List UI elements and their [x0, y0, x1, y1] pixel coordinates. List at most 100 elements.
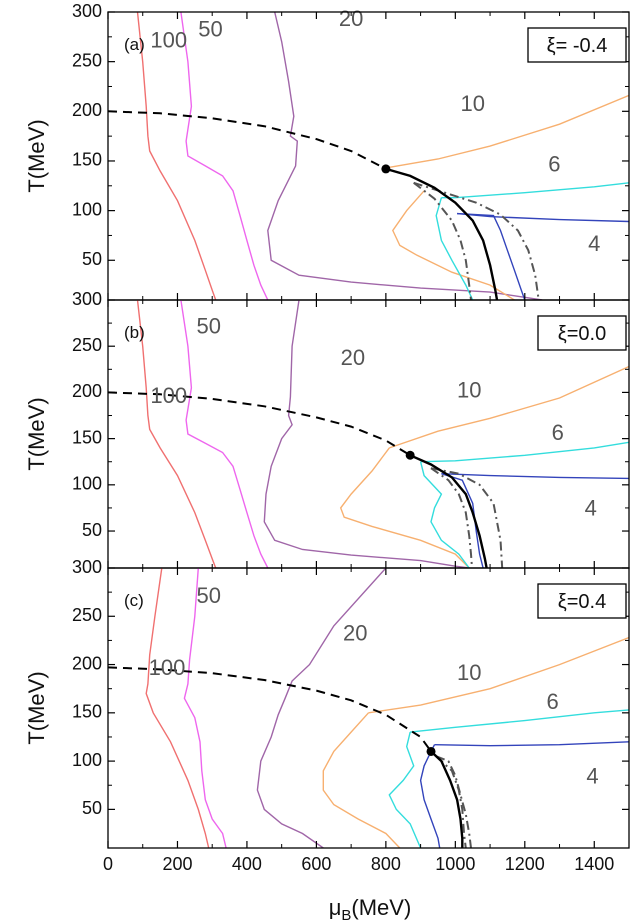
x-tick-label: 200: [162, 854, 192, 874]
isentrope-label-10-c: 10: [457, 660, 481, 685]
isentrope-4-branch-c: [419, 744, 441, 848]
isentrope-label-50-c: 50: [196, 583, 220, 608]
isentrope-label-6-b: 6: [552, 420, 564, 445]
x-tick-label: 0: [103, 854, 113, 874]
crossover-line-a: [108, 110, 387, 170]
plot-area-c: [108, 568, 629, 848]
x-tick-label: 1400: [574, 854, 614, 874]
isentrope-label-20-c: 20: [343, 620, 367, 645]
y-tick-label-a: 150: [72, 150, 102, 170]
isentrope-6-c: [410, 709, 629, 733]
y-tick-label-c: 150: [72, 702, 102, 722]
isentrope-10-branch-a: [391, 190, 515, 300]
panel-letter-b: (b): [124, 323, 145, 342]
isentrope-4-c: [434, 741, 629, 747]
isentrope-20-a: [267, 12, 543, 300]
isentrope-label-6-c: 6: [546, 689, 558, 714]
panel-c: 100 50 20 10 6 4 50 100 150 200 250 300 (c) ξ=0.4: [72, 557, 630, 849]
isentrope-label-20-b: 20: [341, 345, 365, 370]
isentrope-100-c: [145, 568, 210, 848]
isentrope-label-20-a: 20: [339, 6, 363, 31]
x-axis-title-base: μ: [329, 895, 342, 920]
isentrope-4-b: [441, 473, 629, 480]
isentrope-label-10-a: 10: [460, 91, 484, 116]
y-tick-label-a: 200: [72, 100, 102, 120]
crossover-line-b: [108, 391, 411, 457]
first-order-line-b: [409, 454, 488, 568]
isentrope-10-branch-c: [322, 712, 401, 848]
panel-letter-a: (a): [124, 35, 145, 54]
y-axis-title-a: T(MeV): [24, 119, 49, 192]
y-tick-label-a: 300: [72, 1, 102, 21]
spinodal-line-1-c: [435, 755, 467, 848]
first-order-line-c: [430, 750, 464, 848]
y-tick-label-a: 100: [72, 199, 102, 219]
x-tick-label: 800: [371, 854, 401, 874]
isentrope-100-a: [136, 12, 217, 300]
isentrope-label-6-a: 6: [548, 152, 560, 177]
y-tick-label-b: 200: [72, 381, 102, 401]
critical-point-a: [381, 164, 391, 174]
y-tick-label-b: 150: [72, 427, 102, 447]
isentrope-10-a: [385, 94, 629, 169]
y-tick-label-b: 100: [72, 474, 102, 494]
crossover-line-c: [108, 666, 432, 752]
isentrope-10-branch-b: [339, 447, 470, 568]
plot-area-b: [108, 300, 629, 568]
isentrope-50-a: [180, 12, 269, 300]
spinodal-line-1-b: [430, 467, 473, 568]
isentrope-10-b: [389, 365, 629, 449]
isentrope-10-c: [368, 636, 629, 714]
critical-point-b: [405, 450, 415, 460]
x-axis-title-unit: (MeV): [351, 895, 411, 920]
y-axis-title-b: T(MeV): [24, 397, 49, 470]
y-tick-label-b: 300: [72, 289, 102, 309]
panel-a: 100 50 20 10 6 4 50 100 150 200 250 300 (a) ξ= -0.4: [72, 1, 630, 301]
plot-area-a: [108, 12, 629, 300]
critical-point-c: [426, 746, 436, 756]
panel-letter-c: (c): [124, 591, 144, 610]
y-tick-label-c: 50: [82, 798, 102, 818]
isentrope-6-branch-c: [388, 731, 422, 848]
isentrope-label-50-a: 50: [198, 17, 222, 42]
spinodal-line-1-a: [413, 182, 472, 300]
xi-label-c: ξ=0.4: [558, 591, 606, 613]
xi-box-a: [527, 27, 627, 63]
first-order-line-a: [385, 167, 499, 300]
y-tick-label-c: 250: [72, 605, 102, 625]
isentrope-6-branch-b: [419, 461, 470, 568]
isentrope-label-100-a: 100: [150, 28, 187, 53]
isentrope-100-b: [136, 300, 217, 568]
isentrope-20-c: [256, 568, 387, 848]
x-tick-label: 1000: [435, 854, 475, 874]
isentrope-50-c: [183, 568, 227, 848]
x-tick-label: 600: [301, 854, 331, 874]
xi-box-c: [537, 583, 627, 619]
isentrope-6-a: [441, 182, 629, 199]
xi-label-b: ξ=0.0: [558, 323, 606, 345]
x-tick-label: 1200: [505, 854, 545, 874]
panel-frame-c: [107, 567, 630, 849]
xi-label-a: ξ= -0.4: [547, 35, 608, 57]
isentrope-label-100-c: 100: [149, 655, 186, 680]
spinodal-line-2-c: [435, 755, 472, 848]
y-tick-label-c: 200: [72, 653, 102, 673]
y-axis-title-c: T(MeV): [24, 671, 49, 744]
isentrope-label-4-a: 4: [588, 231, 600, 256]
x-axis-title-sub: B: [341, 907, 351, 923]
isentrope-label-50-b: 50: [196, 314, 220, 339]
isentrope-4-branch-a: [457, 212, 526, 300]
isentrope-label-4-c: 4: [586, 763, 598, 788]
x-axis-title: μB(MeV): [329, 895, 412, 923]
isentrope-6-b: [420, 441, 629, 463]
isentrope-6-branch-a: [435, 197, 474, 300]
x-tick-label: 400: [232, 854, 262, 874]
y-tick-label-b: 250: [72, 335, 102, 355]
isentrope-label-4-b: 4: [585, 496, 597, 521]
y-tick-label-c: 100: [72, 750, 102, 770]
isentrope-4-branch-b: [441, 473, 484, 568]
isentrope-label-100-b: 100: [150, 383, 187, 408]
y-tick-label-a: 250: [72, 50, 102, 70]
